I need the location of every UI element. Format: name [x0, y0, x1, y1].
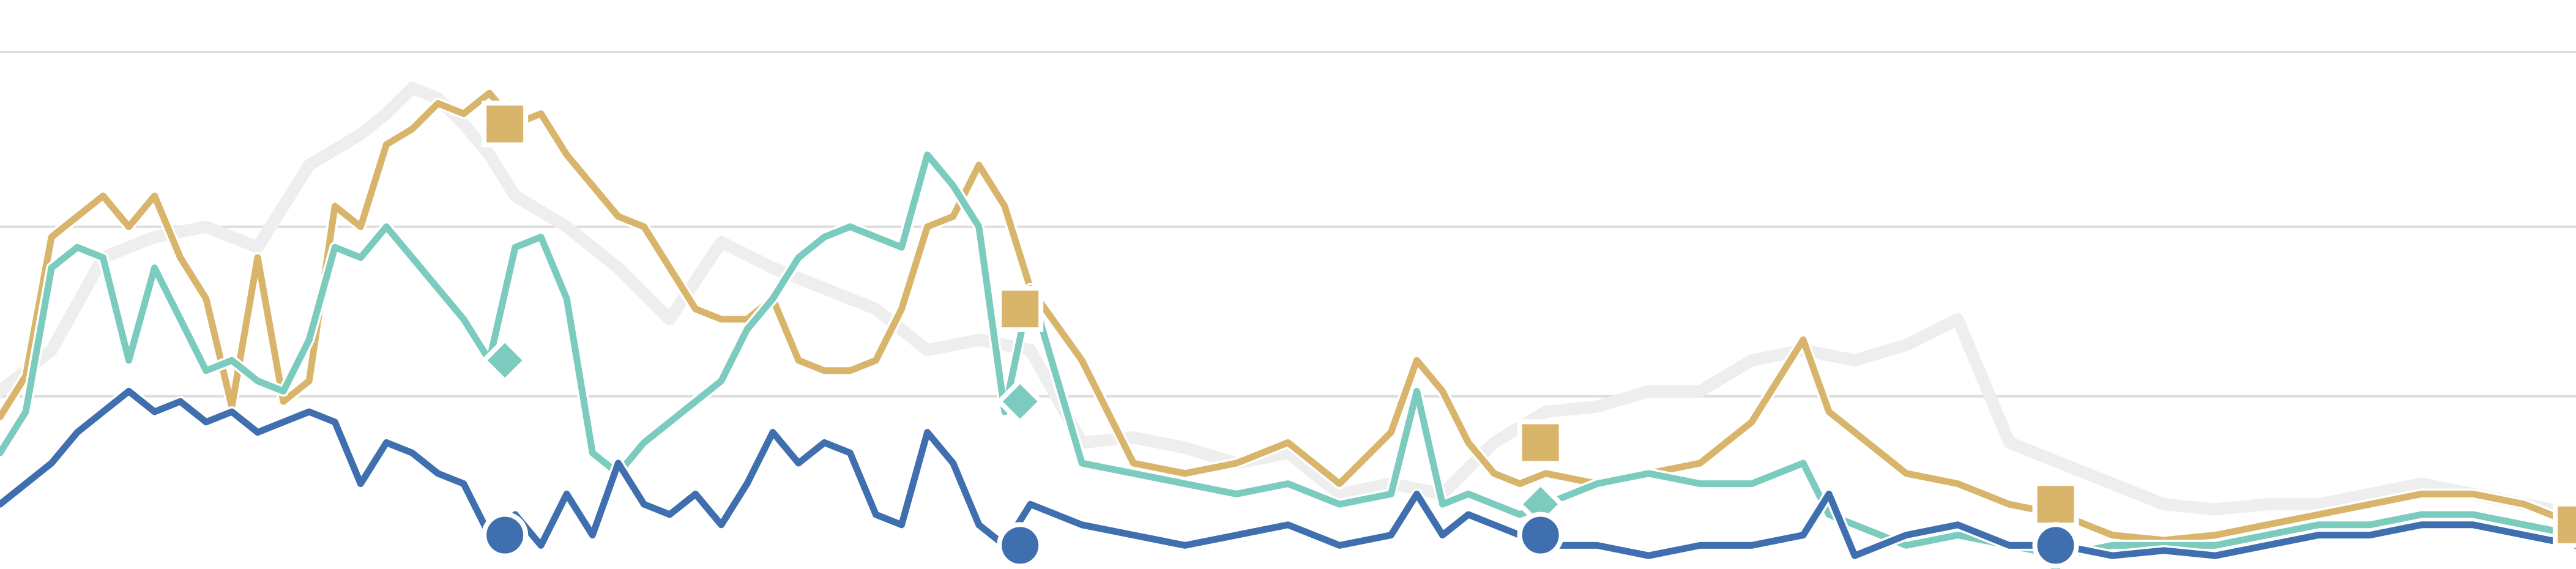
series-teal-marker-1	[480, 336, 529, 385]
series-gold-marker-4	[2032, 481, 2079, 528]
series-blue-line	[0, 387, 2576, 559]
series-gold-marker-5	[2553, 501, 2576, 548]
grid-lines	[0, 51, 2576, 398]
series-gold-marker-3	[1517, 419, 1564, 466]
series-gold-marker-1	[482, 100, 529, 147]
series-blue-marker-4	[2032, 522, 2079, 569]
series-gold-marker-2	[997, 286, 1044, 332]
series-lines	[0, 81, 2576, 562]
series-gray-line	[0, 81, 2576, 521]
series-markers	[480, 100, 2576, 569]
series-blue-marker-1	[482, 511, 529, 559]
series-teal-marker-2	[996, 377, 1044, 426]
series-blue-marker-2	[997, 522, 1044, 569]
series-teal-line	[0, 151, 2576, 559]
series-blue-marker-3	[1517, 511, 1564, 559]
